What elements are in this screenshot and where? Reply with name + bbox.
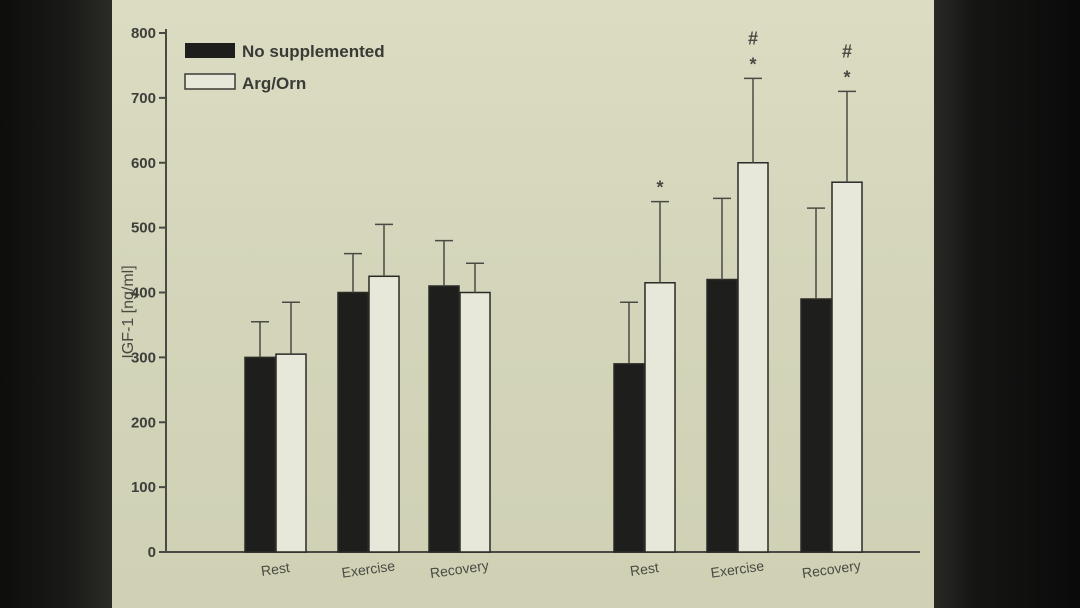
legend-label-no-supplemented: No supplemented xyxy=(242,42,385,61)
y-tick-label: 800 xyxy=(131,25,156,42)
significance-marker: # xyxy=(842,41,852,61)
significance-markers-group: * # * # * xyxy=(656,28,852,197)
category-label-5: Recovery xyxy=(801,557,862,581)
legend-swatch-arg-orn xyxy=(184,73,236,90)
y-tick-label: 500 xyxy=(131,220,156,237)
legend-label-arg-orn: Arg/Orn xyxy=(242,74,306,93)
bar-0-1 xyxy=(337,291,369,553)
category-label-1: Exercise xyxy=(341,557,397,580)
legend: No supplemented Arg/Orn xyxy=(184,42,385,93)
significance-marker: * xyxy=(843,67,850,87)
bars-group xyxy=(244,162,863,553)
bar-0-5 xyxy=(800,298,832,553)
bar-0-4 xyxy=(706,278,738,553)
y-tick-label: 600 xyxy=(131,155,156,172)
y-tick-label: 400 xyxy=(131,285,156,302)
significance-marker: * xyxy=(656,178,663,198)
y-tick-label: 300 xyxy=(131,349,156,366)
y-tick-label: 200 xyxy=(131,414,156,431)
bar-chart: IGF-1 [ng/ml] 0100200300400500600700800 … xyxy=(120,25,920,581)
legend-swatch-no-supplemented xyxy=(185,43,235,58)
error-bars-group xyxy=(251,77,856,364)
category-labels-group: Rest Exercise Recovery Rest Exercise Recovery xyxy=(260,557,862,581)
bar-0-2 xyxy=(428,285,460,553)
bar-1-5 xyxy=(831,181,863,553)
category-label-4: Exercise xyxy=(710,557,766,580)
category-label-2: Recovery xyxy=(429,557,490,581)
category-label-0: Rest xyxy=(260,559,291,579)
bar-1-0 xyxy=(275,353,307,553)
y-tick-label: 100 xyxy=(131,479,156,496)
y-axis-label: IGF-1 [ng/ml] xyxy=(120,265,137,358)
significance-marker: * xyxy=(749,54,756,74)
significance-marker: # xyxy=(748,28,758,48)
bar-0-3 xyxy=(613,363,645,553)
bar-1-2 xyxy=(459,291,491,553)
bar-0-0 xyxy=(244,356,276,553)
bar-1-4 xyxy=(737,162,769,553)
monitor-screen: IGF-1 [ng/ml] 0 100 200 300 400 500 600 700 800 … xyxy=(112,0,934,608)
category-label-3: Rest xyxy=(629,559,660,579)
y-tick-label: 700 xyxy=(131,90,156,107)
bar-1-3 xyxy=(644,282,676,553)
y-tick-label: 0 xyxy=(148,544,156,561)
bar-1-1 xyxy=(368,275,400,553)
